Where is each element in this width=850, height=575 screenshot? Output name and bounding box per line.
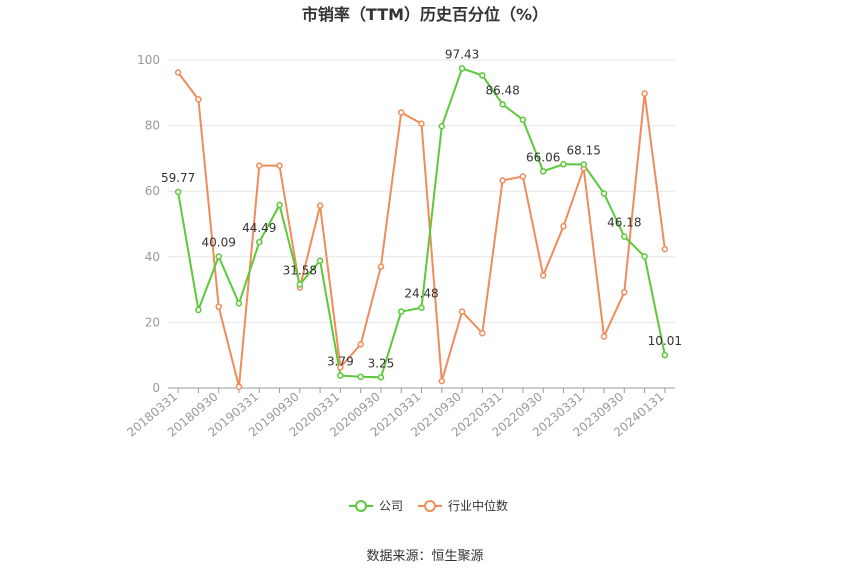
- data-label: 3.79: [327, 355, 354, 369]
- data-point: [499, 101, 506, 108]
- data-point: [418, 304, 425, 311]
- chart-title: 市销率（TTM）历史百分位（%）: [302, 5, 548, 24]
- data-label: 59.77: [161, 171, 195, 185]
- data-point: [539, 272, 547, 279]
- data-point: [600, 190, 608, 197]
- data-point: [377, 374, 385, 381]
- data-point: [539, 168, 547, 175]
- data-point: [621, 288, 628, 296]
- data-label: 31.58: [283, 263, 317, 277]
- legend[interactable]: 公司 行业中位数: [349, 498, 508, 513]
- data-point: [256, 238, 263, 246]
- data-point: [418, 120, 425, 127]
- data-point: [174, 188, 182, 196]
- data-point: [499, 177, 506, 184]
- data-point: [438, 377, 446, 385]
- data-label: 66.06: [526, 150, 560, 164]
- data-point: [438, 123, 446, 130]
- data-point: [235, 300, 243, 307]
- data-point: [235, 383, 243, 390]
- data-point: [661, 246, 669, 253]
- data-label: 10.01: [648, 334, 682, 348]
- data-point: [174, 69, 182, 76]
- data-point: [560, 161, 567, 168]
- data-label: 46.18: [607, 216, 641, 230]
- x-axis: 2018033120180930201903312019093020200331…: [124, 387, 675, 440]
- data-point: [195, 96, 202, 103]
- legend-label: 公司: [379, 499, 403, 513]
- data-point: [458, 308, 466, 315]
- y-axis: 0 20 40 60 80 100: [137, 53, 160, 395]
- data-label: 86.48: [485, 83, 519, 97]
- data-label: 68.15: [567, 143, 601, 157]
- y-tick-label: 80: [145, 119, 160, 133]
- data-point: [600, 333, 608, 340]
- data-point: [397, 308, 405, 315]
- data-point: [661, 351, 669, 359]
- data-label: 97.43: [445, 47, 479, 61]
- y-tick-label: 0: [152, 381, 160, 395]
- data-point: [296, 281, 304, 288]
- data-point: [316, 202, 324, 209]
- y-tick-label: 20: [145, 315, 160, 329]
- data-point: [276, 162, 283, 169]
- data-label: 3.25: [368, 356, 395, 370]
- data-point: [215, 303, 222, 310]
- legend-label: 行业中位数: [448, 498, 508, 513]
- data-point: [519, 116, 527, 123]
- data-point: [641, 253, 648, 260]
- series-points: [174, 65, 669, 390]
- data-point: [195, 306, 202, 314]
- data-point: [560, 223, 567, 230]
- data-point: [458, 65, 466, 72]
- data-point: [215, 253, 222, 260]
- legend-item[interactable]: 公司: [349, 499, 403, 513]
- data-labels: 59.77 40.09 44.49 31.58 3.79 3.25 24.48 97.43 86…: [161, 47, 682, 370]
- data-point: [357, 373, 364, 381]
- source-note: 数据来源：恒生聚源: [366, 549, 483, 564]
- data-point: [621, 233, 628, 240]
- grid: [168, 59, 675, 323]
- data-point: [316, 257, 324, 264]
- y-tick-label: 100: [137, 53, 160, 67]
- data-point: [580, 161, 587, 168]
- data-point: [357, 341, 364, 348]
- data-point: [377, 263, 385, 270]
- data-point: [337, 372, 344, 379]
- data-label: 24.48: [404, 287, 438, 301]
- data-point: [397, 109, 405, 116]
- y-tick-label: 60: [145, 184, 160, 198]
- data-point: [337, 364, 344, 371]
- data-point: [641, 90, 648, 97]
- data-label: 44.49: [242, 221, 276, 235]
- data-point: [519, 173, 527, 180]
- legend-marker: [355, 500, 367, 512]
- data-point: [276, 201, 283, 209]
- legend-item[interactable]: 行业中位数: [418, 498, 508, 513]
- y-tick-label: 40: [145, 250, 160, 264]
- data-point: [256, 162, 263, 169]
- data-point: [479, 72, 486, 79]
- legend-marker: [424, 500, 436, 512]
- data-point: [479, 329, 486, 337]
- data-label: 40.09: [202, 236, 236, 250]
